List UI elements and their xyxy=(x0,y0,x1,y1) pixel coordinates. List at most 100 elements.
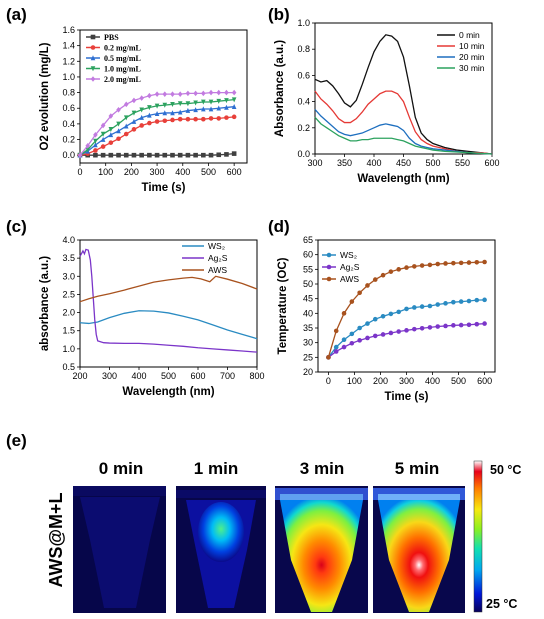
data-point xyxy=(380,313,386,319)
data-point xyxy=(412,326,417,332)
legend-label: PBS xyxy=(104,33,119,42)
data-point xyxy=(185,90,191,97)
data-point xyxy=(77,152,83,158)
legend-marker xyxy=(90,76,96,82)
legend-marker xyxy=(90,55,96,61)
y-tick-label: 1.4 xyxy=(62,41,75,51)
data-point xyxy=(341,337,347,343)
legend-label: AWS xyxy=(340,274,359,284)
data-point xyxy=(201,90,206,97)
data-point xyxy=(380,332,386,337)
data-point xyxy=(466,322,472,328)
thermal-panel: AWS@M+L 0 min 1 min 3 min 5 min xyxy=(46,459,521,613)
legend-label: 10 min xyxy=(459,41,485,51)
x-axis-label: Wavelength (nm) xyxy=(357,173,449,185)
thermal-time-2: 3 min xyxy=(300,459,344,478)
data-point xyxy=(147,152,152,158)
x-tick-label: 300 xyxy=(102,371,117,381)
data-point xyxy=(100,131,106,137)
thermal-image-1min xyxy=(176,486,266,613)
data-point xyxy=(139,114,144,120)
data-point xyxy=(412,264,417,269)
data-point xyxy=(341,344,347,350)
data-point xyxy=(108,152,114,158)
x-tick-label: 0 xyxy=(326,376,331,386)
y-axis-label: Absorbance (a.u.) xyxy=(274,40,286,137)
data-point xyxy=(170,110,175,116)
data-point xyxy=(451,323,456,328)
y-tick-label: 0.6 xyxy=(62,103,75,113)
y-tick-label: 3.0 xyxy=(62,271,75,281)
data-point xyxy=(116,136,121,142)
y-tick-label: 40 xyxy=(303,308,313,318)
legend-marker xyxy=(326,264,332,270)
legend-marker xyxy=(90,45,96,50)
x-tick-label: 100 xyxy=(98,167,113,177)
data-point xyxy=(162,152,168,158)
legend-marker xyxy=(90,34,96,40)
legend-label: 0.5 mg/mL xyxy=(104,54,141,63)
data-point xyxy=(123,131,129,137)
data-point xyxy=(85,142,91,149)
x-axis-label: Wavelength (nm) xyxy=(122,386,214,398)
data-point xyxy=(388,269,394,274)
x-tick-label: 300 xyxy=(150,167,165,177)
data-point xyxy=(170,102,175,108)
data-point xyxy=(100,144,106,149)
y-tick-label: 0.8 xyxy=(62,88,75,98)
data-point xyxy=(231,114,237,120)
legend-label: WS₂ xyxy=(208,241,225,251)
thermal-time-1: 1 min xyxy=(194,459,238,478)
thermal-image-3min xyxy=(275,486,368,613)
data-point xyxy=(365,321,370,326)
data-point xyxy=(466,298,472,304)
data-point xyxy=(170,91,175,97)
data-point xyxy=(216,105,222,111)
x-tick-label: 500 xyxy=(451,376,466,386)
data-point xyxy=(372,277,378,282)
thermal-time-0: 0 min xyxy=(99,459,143,478)
x-tick-label: 100 xyxy=(347,376,362,386)
legend-marker xyxy=(326,252,332,258)
data-point xyxy=(435,261,441,267)
data-point xyxy=(116,128,121,134)
x-tick-label: 400 xyxy=(366,158,381,168)
data-point xyxy=(185,152,191,158)
data-point xyxy=(427,325,433,330)
data-point xyxy=(170,117,175,123)
y-tick-label: 0.0 xyxy=(62,150,75,160)
data-point xyxy=(154,111,160,117)
x-tick-label: 500 xyxy=(161,371,176,381)
x-tick-label: 400 xyxy=(131,371,146,381)
data-point xyxy=(147,105,152,111)
data-point xyxy=(193,100,198,106)
data-point xyxy=(443,323,448,329)
data-point xyxy=(404,265,409,270)
data-point xyxy=(208,99,214,105)
data-point xyxy=(231,151,237,156)
y-tick-label: 0.8 xyxy=(297,44,310,54)
y-tick-label: 0.6 xyxy=(297,70,310,80)
data-point xyxy=(131,127,137,132)
legend-label: AWS xyxy=(208,265,227,275)
data-point xyxy=(341,311,347,316)
data-point xyxy=(451,260,456,266)
data-point xyxy=(427,303,433,309)
y-tick-label: 55 xyxy=(303,264,313,274)
data-point xyxy=(100,152,106,158)
data-point xyxy=(216,116,222,121)
series-line-2 xyxy=(314,90,493,155)
x-tick-label: 600 xyxy=(190,371,205,381)
data-point xyxy=(193,116,198,122)
x-tick-label: 700 xyxy=(220,371,235,381)
data-point xyxy=(388,311,394,317)
data-point xyxy=(349,331,355,337)
x-axis-label: Time (s) xyxy=(142,182,186,194)
data-point xyxy=(326,355,331,360)
data-point xyxy=(474,297,480,303)
data-point xyxy=(333,344,339,350)
x-tick-label: 400 xyxy=(175,167,190,177)
legend-marker xyxy=(326,276,332,282)
data-point xyxy=(100,136,106,142)
data-point xyxy=(372,333,378,339)
